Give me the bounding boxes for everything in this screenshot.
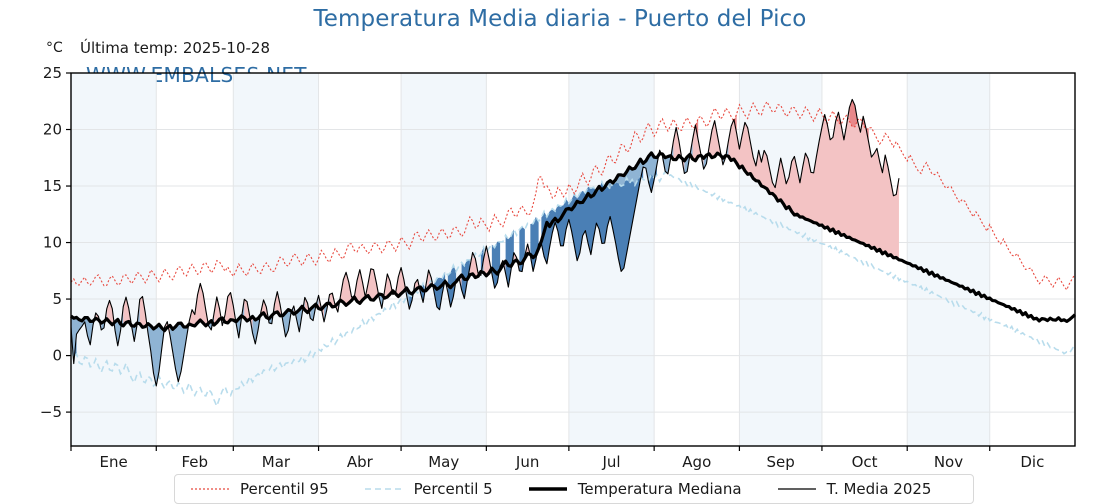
legend-item-2[interactable]: Percentil 5: [363, 480, 493, 498]
fill-below-median: [131, 299, 140, 342]
fill-above-median: [673, 127, 685, 174]
plot-frame: [70, 72, 1076, 447]
y-tick-label: −5: [40, 403, 62, 421]
fill-below-median: [296, 297, 305, 332]
series-percentil-5: [70, 169, 1076, 409]
fill-above-median: [123, 297, 132, 326]
series-t-media-2025: [70, 98, 900, 387]
fill-above-p95: [849, 99, 858, 127]
fill-below-p5: [409, 283, 415, 310]
legend-item-1[interactable]: Percentil 95: [189, 480, 329, 498]
fill-above-median: [483, 246, 492, 276]
fill-below-median: [310, 295, 319, 321]
y-tick-label: 20: [43, 121, 62, 139]
legend-label: Percentil 5: [413, 480, 493, 498]
y-tick-label: 0: [52, 347, 62, 365]
x-tick-label: Jun: [515, 453, 539, 471]
last-temp-label: Última temp: 2025-10-28: [80, 39, 271, 57]
page-title: Temperatura Media diaria - Puerto del Pi…: [313, 6, 807, 32]
fill-below-p5: [541, 166, 644, 272]
series-percentil-95: [70, 100, 1076, 291]
fill-below-median: [703, 146, 710, 170]
month-band: [739, 73, 822, 446]
x-tick-label: Abr: [347, 453, 374, 471]
fill-above-median: [304, 297, 311, 319]
legend-label: T. Media 2025: [826, 480, 932, 498]
fill-below-p5: [434, 271, 446, 310]
y-axis-unit-label: °C: [46, 40, 63, 56]
fill-above-median: [513, 252, 520, 271]
legend-item-3[interactable]: Temperatura Mediana: [527, 480, 742, 498]
legend-label: Temperatura Mediana: [577, 480, 742, 498]
fill-above-median: [189, 283, 209, 326]
legend-label: Percentil 95: [240, 480, 329, 498]
month-band: [233, 73, 319, 446]
fill-above-median: [244, 299, 253, 334]
fill-below-median: [101, 308, 107, 330]
legend-swatch-thick-solid: [528, 487, 567, 491]
fill-below-median: [170, 320, 190, 382]
fill-above-median: [469, 252, 481, 278]
fill-below-median: [148, 323, 165, 386]
x-tick-label: Sep: [767, 453, 795, 471]
x-tick-label: Feb: [181, 453, 208, 471]
month-band: [71, 73, 157, 446]
x-tick-label: Nov: [934, 453, 963, 471]
y-tick-label: 25: [43, 64, 62, 82]
y-tick-label: 5: [52, 290, 62, 308]
x-tick-label: Mar: [262, 453, 291, 471]
x-tick-label: Ago: [682, 453, 711, 471]
x-tick-label: Oct: [852, 453, 878, 471]
fill-above-median: [728, 99, 899, 260]
x-tick-label: Ene: [100, 453, 128, 471]
series-temperatura-mediana: [70, 151, 1077, 333]
chart-legend: Percentil 95 Percentil 5 Temperatura Media…: [174, 474, 974, 504]
x-tick-label: May: [428, 453, 459, 471]
fill-above-median: [329, 293, 338, 313]
fill-above-median: [274, 291, 283, 321]
fill-below-median: [115, 306, 124, 346]
month-band: [907, 73, 990, 446]
y-tick-label: 15: [43, 177, 62, 195]
x-tick-label: Dic: [1020, 453, 1044, 471]
fill-below-p5: [505, 229, 514, 288]
fill-below-p5: [648, 164, 657, 193]
fill-below-median: [71, 312, 96, 364]
legend-swatch-dotted: [191, 488, 229, 490]
legend-swatch-thin-solid: [777, 488, 816, 490]
legend-swatch-dashed: [364, 488, 403, 490]
legend-item-4[interactable]: T. Media 2025: [776, 480, 932, 498]
month-band: [568, 73, 655, 446]
x-tick-label: Jul: [601, 453, 620, 471]
y-tick-label: 10: [43, 234, 62, 252]
